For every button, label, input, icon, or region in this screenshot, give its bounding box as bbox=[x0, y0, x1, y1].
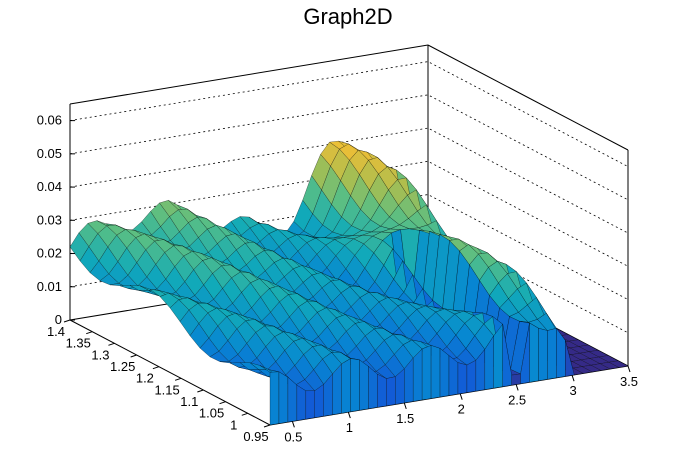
y-tick-label: 1.4 bbox=[47, 324, 65, 339]
y-tick bbox=[219, 401, 226, 405]
x-tick bbox=[291, 421, 295, 428]
surface-skirt bbox=[269, 371, 280, 426]
x-tick-label: 0.5 bbox=[284, 429, 302, 444]
x-tick-label: 3 bbox=[569, 383, 576, 398]
z-gridline bbox=[69, 94, 629, 201]
x-tick-label: 3.5 bbox=[620, 374, 638, 389]
surface-skirt bbox=[296, 384, 307, 421]
surface-skirt bbox=[350, 358, 360, 412]
surface-skirt bbox=[305, 390, 315, 420]
surface-skirt bbox=[368, 365, 378, 410]
y-tick-label: 1.35 bbox=[66, 336, 91, 351]
surface-skirt bbox=[448, 355, 459, 396]
surface-skirt bbox=[359, 359, 369, 411]
z-gridline bbox=[69, 61, 629, 167]
frame-edge bbox=[69, 319, 271, 426]
y-tick bbox=[241, 412, 248, 416]
surface-skirt bbox=[565, 340, 575, 377]
y-tick bbox=[263, 424, 271, 428]
surface-skirt bbox=[377, 373, 387, 408]
y-tick-label: 1.15 bbox=[154, 382, 179, 397]
y-tick bbox=[197, 389, 204, 393]
tick-labels: 0 0.01 0.02 0.03 0.04 0.05 0.06 0.5 1 1.5 2 2.5 3 3.5… bbox=[37, 113, 638, 445]
surface-cell bbox=[608, 360, 629, 368]
z-tick-label: 0.02 bbox=[37, 246, 62, 261]
x-tick bbox=[627, 365, 631, 373]
surface-skirt bbox=[457, 362, 468, 395]
surface-skirt bbox=[412, 348, 423, 402]
x-tick bbox=[403, 402, 407, 410]
z-tick-label: 0.03 bbox=[37, 212, 62, 227]
y-tick bbox=[174, 377, 182, 381]
z-tick-label: 0.01 bbox=[37, 279, 62, 294]
y-tick-label: 1.25 bbox=[110, 359, 135, 374]
y-tick-label: 1.1 bbox=[180, 394, 198, 409]
z-gridline bbox=[69, 160, 629, 267]
x-tick bbox=[347, 411, 351, 419]
surface-mesh bbox=[69, 140, 629, 426]
surface-skirt bbox=[511, 373, 521, 386]
surface-skirt bbox=[278, 371, 289, 424]
surface-skirt bbox=[287, 376, 298, 423]
y-tick-label: 0.95 bbox=[243, 429, 268, 444]
surface-skirt bbox=[493, 323, 503, 389]
x-tick-label: 1.5 bbox=[396, 411, 414, 426]
surface-skirt bbox=[386, 376, 396, 407]
z-gridline bbox=[69, 127, 629, 234]
x-tick-label: 2 bbox=[458, 402, 465, 417]
z-tick-label: 0 bbox=[55, 312, 62, 327]
y-tick bbox=[152, 366, 160, 370]
y-tick bbox=[108, 342, 115, 346]
y-tick-label: 1.05 bbox=[199, 406, 224, 421]
chart-title: Graph2D bbox=[303, 4, 393, 29]
y-tick-label: 1.3 bbox=[91, 347, 109, 362]
y-tick bbox=[130, 354, 137, 358]
surface-skirt bbox=[341, 358, 351, 414]
y-tick-label: 1.2 bbox=[136, 371, 154, 386]
surface-skirt bbox=[439, 347, 450, 398]
y-tick-label: 1 bbox=[230, 417, 237, 432]
y-tick bbox=[63, 319, 71, 323]
z-tick-label: 0.05 bbox=[37, 146, 62, 161]
surface-skirt bbox=[538, 327, 548, 382]
surface-skirt bbox=[430, 345, 441, 399]
x-tick bbox=[459, 393, 463, 400]
y-tick bbox=[86, 331, 93, 335]
frame-edge bbox=[427, 44, 629, 151]
surface-skirt bbox=[421, 345, 432, 401]
x-tick bbox=[515, 384, 519, 391]
surface-skirt bbox=[529, 322, 539, 383]
z-tick-label: 0.04 bbox=[37, 179, 62, 194]
surface-skirt bbox=[547, 327, 557, 380]
surface-skirt bbox=[466, 359, 477, 393]
x-tick bbox=[571, 375, 575, 382]
x-tick-label: 2.5 bbox=[508, 392, 526, 407]
frame-edge bbox=[69, 44, 429, 105]
z-tick-label: 0.06 bbox=[37, 113, 62, 128]
x-tick-label: 1 bbox=[346, 420, 353, 435]
